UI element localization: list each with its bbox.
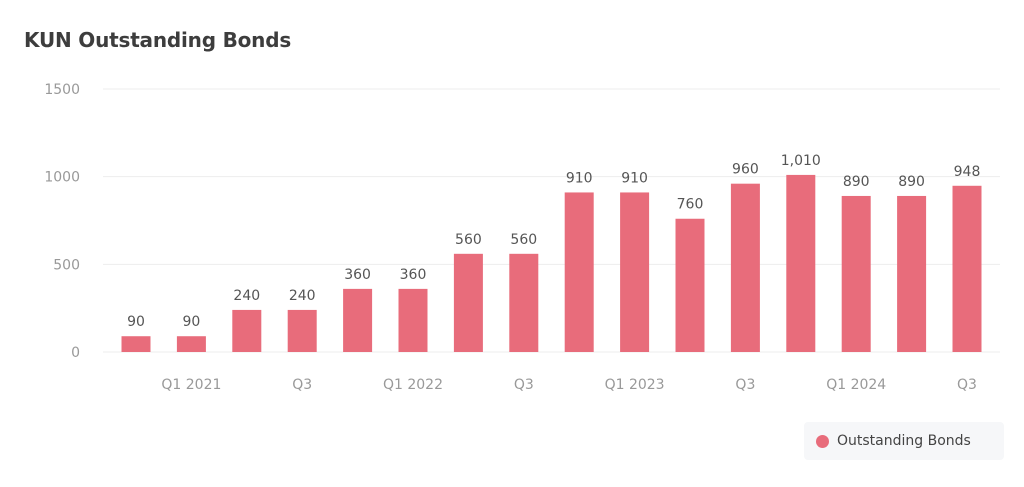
data-label: 90 xyxy=(182,314,200,330)
bar xyxy=(453,253,483,352)
bar xyxy=(897,195,927,352)
data-label: 948 xyxy=(954,164,981,180)
chart-title: KUN Outstanding Bonds xyxy=(24,28,292,52)
data-label: 910 xyxy=(621,170,648,186)
bar xyxy=(786,174,816,352)
y-tick-label: 500 xyxy=(53,257,80,273)
data-label: 240 xyxy=(289,288,316,304)
data-label: 890 xyxy=(898,174,925,190)
bar xyxy=(952,185,982,352)
x-tick-label: Q1 2021 xyxy=(161,377,221,393)
bar xyxy=(509,253,539,352)
bar xyxy=(232,309,262,352)
x-tick-label: Q3 xyxy=(957,377,977,393)
x-tick-label: Q3 xyxy=(292,377,312,393)
y-tick-label: 0 xyxy=(71,345,80,361)
legend-label: Outstanding Bonds xyxy=(837,433,971,449)
legend[interactable]: Outstanding Bonds xyxy=(804,422,1004,460)
data-label: 960 xyxy=(732,162,759,178)
bar xyxy=(121,336,151,352)
legend-swatch-icon xyxy=(816,434,829,448)
bar xyxy=(620,192,650,352)
data-label: 360 xyxy=(400,267,427,283)
data-label: 360 xyxy=(344,267,371,283)
y-tick-label: 1000 xyxy=(44,170,80,186)
bar xyxy=(343,288,373,352)
bar xyxy=(675,218,705,352)
x-tick-label: Q1 2022 xyxy=(383,377,443,393)
bar xyxy=(564,192,594,352)
data-label: 560 xyxy=(510,232,537,248)
x-tick-label: Q1 2023 xyxy=(605,377,665,393)
data-label: 760 xyxy=(677,197,704,213)
bar xyxy=(841,195,871,352)
data-label: 890 xyxy=(843,174,870,190)
bar xyxy=(730,183,760,352)
data-label: 1,010 xyxy=(781,153,821,169)
x-tick-label: Q3 xyxy=(735,377,755,393)
x-tick-label: Q1 2024 xyxy=(826,377,886,393)
x-tick-label: Q3 xyxy=(514,377,534,393)
y-tick-label: 1500 xyxy=(44,82,80,98)
data-label: 240 xyxy=(233,288,260,304)
data-label: 90 xyxy=(127,314,145,330)
data-label: 910 xyxy=(566,170,593,186)
bar xyxy=(398,288,428,352)
data-label: 560 xyxy=(455,232,482,248)
bar xyxy=(176,336,206,352)
bar xyxy=(287,309,317,352)
